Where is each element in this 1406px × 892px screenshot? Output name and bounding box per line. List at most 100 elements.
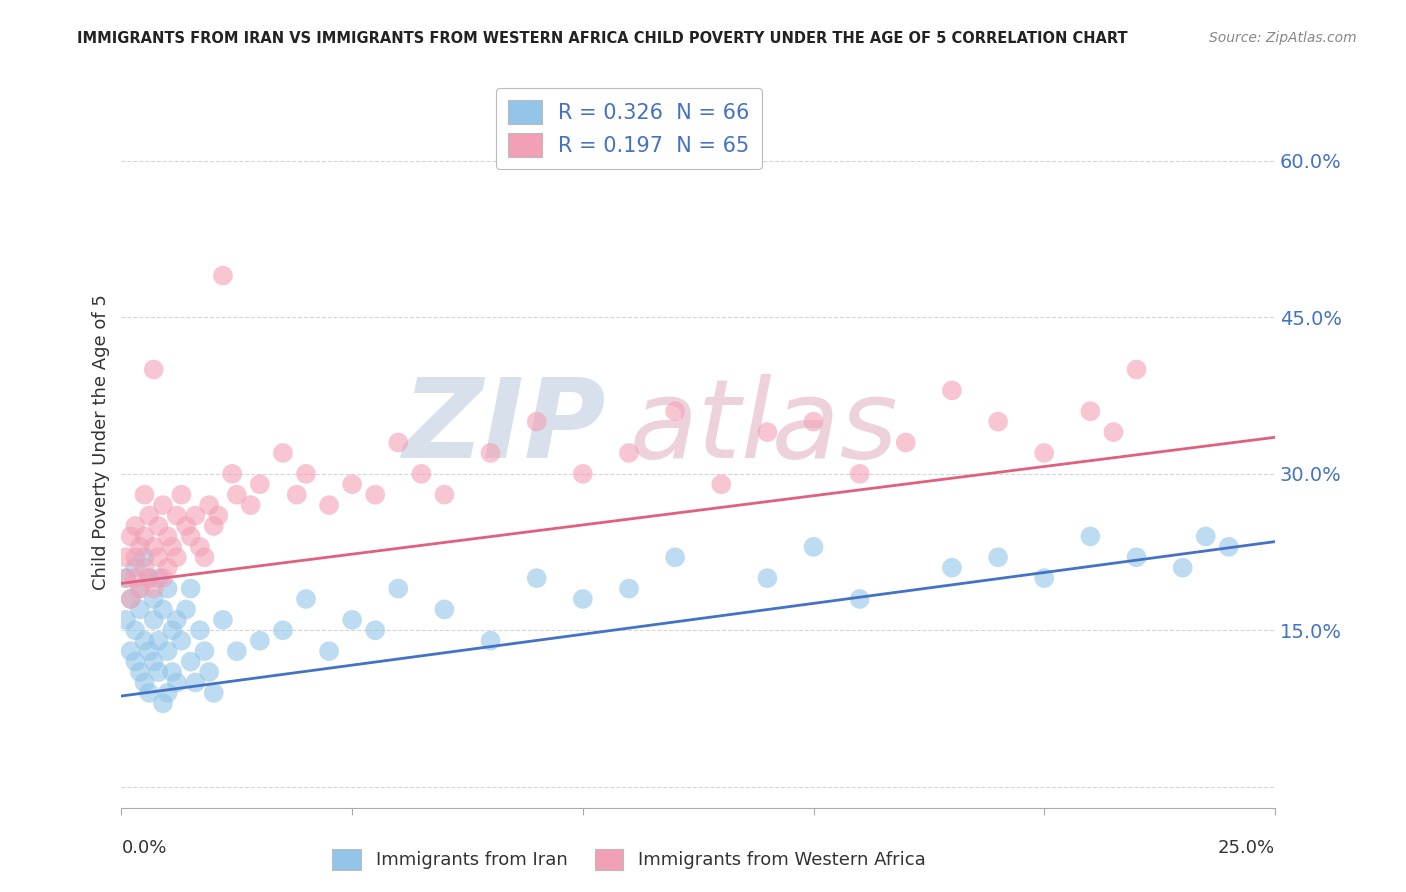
Point: [664, 404, 686, 418]
Y-axis label: Child Poverty Under the Age of 5: Child Poverty Under the Age of 5: [93, 294, 110, 591]
Point: [180, 655, 202, 669]
Point: [134, 550, 156, 565]
Point: [941, 560, 963, 574]
Point: [803, 540, 825, 554]
Point: [193, 550, 215, 565]
Point: [128, 582, 150, 596]
Point: [433, 488, 456, 502]
Text: atlas: atlas: [628, 375, 897, 482]
Point: [433, 602, 456, 616]
Point: [138, 508, 160, 523]
Point: [152, 696, 174, 710]
Point: [142, 362, 165, 376]
Point: [340, 477, 363, 491]
Point: [152, 498, 174, 512]
Point: [285, 488, 308, 502]
Point: [803, 415, 825, 429]
Point: [115, 571, 138, 585]
Point: [138, 644, 160, 658]
Point: [184, 675, 207, 690]
Point: [1080, 404, 1102, 418]
Point: [188, 624, 211, 638]
Point: [142, 655, 165, 669]
Text: 25.0%: 25.0%: [1218, 838, 1275, 857]
Point: [180, 582, 202, 596]
Point: [128, 602, 150, 616]
Point: [128, 582, 150, 596]
Point: [848, 467, 870, 481]
Point: [156, 644, 179, 658]
Point: [152, 602, 174, 616]
Point: [174, 602, 197, 616]
Point: [156, 529, 179, 543]
Point: [271, 446, 294, 460]
Point: [166, 675, 188, 690]
Point: [479, 633, 502, 648]
Point: [160, 540, 183, 554]
Point: [148, 633, 170, 648]
Point: [364, 624, 387, 638]
Point: [295, 467, 318, 481]
Text: IMMIGRANTS FROM IRAN VS IMMIGRANTS FROM WESTERN AFRICA CHILD POVERTY UNDER THE A: IMMIGRANTS FROM IRAN VS IMMIGRANTS FROM …: [77, 31, 1128, 46]
Point: [848, 592, 870, 607]
Point: [207, 508, 229, 523]
Point: [115, 571, 138, 585]
Point: [526, 415, 548, 429]
Point: [124, 624, 146, 638]
Point: [142, 613, 165, 627]
Point: [1125, 550, 1147, 565]
Point: [1033, 446, 1056, 460]
Point: [120, 644, 142, 658]
Point: [188, 540, 211, 554]
Point: [148, 550, 170, 565]
Point: [756, 425, 779, 439]
Point: [134, 675, 156, 690]
Point: [166, 508, 188, 523]
Point: [184, 508, 207, 523]
Point: [166, 613, 188, 627]
Point: [479, 446, 502, 460]
Point: [987, 415, 1010, 429]
Point: [142, 582, 165, 596]
Point: [156, 560, 179, 574]
Point: [1102, 425, 1125, 439]
Point: [212, 613, 235, 627]
Point: [152, 571, 174, 585]
Point: [318, 498, 340, 512]
Point: [710, 477, 733, 491]
Point: [941, 384, 963, 398]
Text: ZIP: ZIP: [402, 375, 606, 482]
Point: [1195, 529, 1218, 543]
Point: [128, 540, 150, 554]
Point: [1033, 571, 1056, 585]
Point: [664, 550, 686, 565]
Point: [411, 467, 433, 481]
Point: [134, 529, 156, 543]
Point: [156, 686, 179, 700]
Point: [180, 529, 202, 543]
Point: [124, 519, 146, 533]
Point: [128, 665, 150, 679]
Point: [120, 529, 142, 543]
Point: [120, 592, 142, 607]
Point: [138, 571, 160, 585]
Point: [134, 633, 156, 648]
Point: [193, 644, 215, 658]
Point: [156, 582, 179, 596]
Point: [124, 550, 146, 565]
Legend: Immigrants from Iran, Immigrants from Western Africa: Immigrants from Iran, Immigrants from We…: [323, 840, 935, 879]
Point: [756, 571, 779, 585]
Point: [138, 571, 160, 585]
Point: [148, 571, 170, 585]
Point: [160, 665, 183, 679]
Point: [526, 571, 548, 585]
Point: [142, 592, 165, 607]
Text: Source: ZipAtlas.com: Source: ZipAtlas.com: [1209, 31, 1357, 45]
Point: [249, 633, 271, 648]
Point: [202, 686, 225, 700]
Point: [120, 592, 142, 607]
Point: [387, 435, 409, 450]
Point: [148, 519, 170, 533]
Point: [160, 624, 183, 638]
Point: [1218, 540, 1240, 554]
